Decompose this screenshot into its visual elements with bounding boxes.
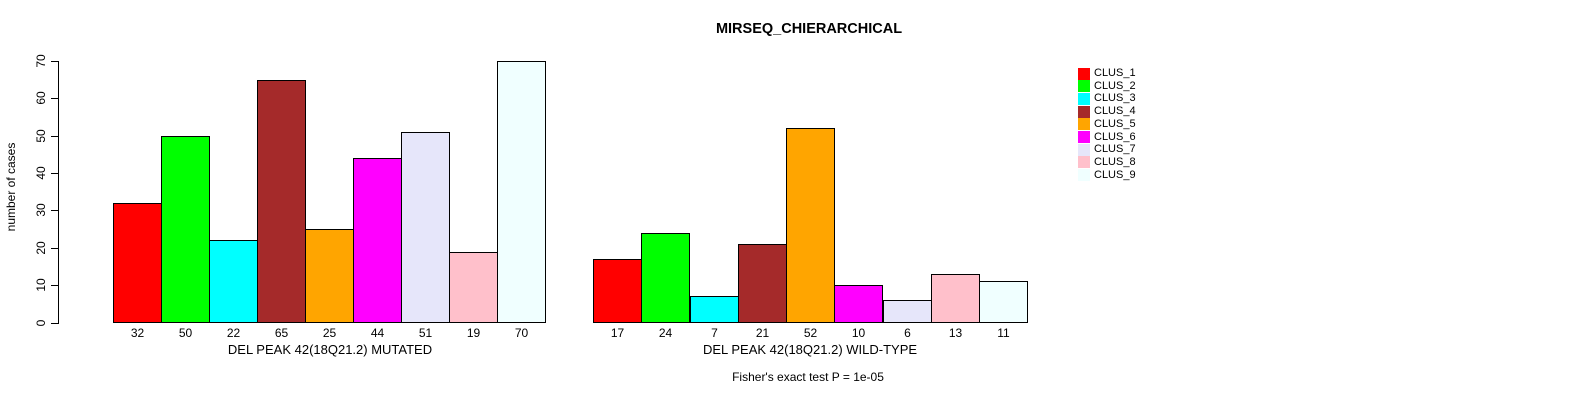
legend-item-clus_9: CLUS_9 [1078,169,1136,182]
y-axis-tick [51,323,58,324]
legend-item-clus_3: CLUS_3 [1078,92,1136,105]
legend-item-clus_7: CLUS_7 [1078,143,1136,156]
y-axis-tick [51,285,58,286]
xlabel-mutated: DEL PEAK 42(18Q21.2) MUTATED [227,342,433,357]
legend-label: CLUS_3 [1094,92,1136,105]
bar-value-label: 25 [322,326,337,340]
y-axis-tick-label: 70 [34,54,48,68]
legend-label: CLUS_7 [1094,143,1136,156]
bar-right-clus_7 [883,300,932,323]
bar-right-clus_1 [593,259,642,323]
y-axis-tick [51,173,58,174]
legend-swatch-icon [1078,143,1090,156]
bar-right-clus_3 [690,296,739,323]
bar-left-clus_6 [353,158,402,323]
legend-swatch-icon [1078,80,1090,93]
legend-item-clus_8: CLUS_8 [1078,156,1136,169]
y-axis-tick-label: 60 [34,91,48,105]
bar-right-clus_5 [786,128,835,323]
bar-value-label: 50 [178,326,193,340]
bar-left-clus_3 [209,240,258,323]
bar-right-clus_9 [979,281,1028,323]
y-axis-tick [51,248,58,249]
bar-value-label: 21 [755,326,770,340]
bar-value-label: 44 [370,326,385,340]
bar-value-label: 10 [851,326,866,340]
bar-value-label: 7 [711,326,718,340]
bar-value-label: 70 [514,326,529,340]
y-axis-tick-label: 40 [34,166,48,180]
legend-swatch-icon [1078,105,1090,118]
y-axis-tick [51,98,58,99]
bar-value-label: 11 [997,326,1010,340]
bar-right-clus_8 [931,274,980,323]
bar-value-label: 13 [948,326,963,340]
bar-left-clus_4 [257,80,306,323]
xlabel-wild-type: DEL PEAK 42(18Q21.2) WILD-TYPE [702,342,918,357]
legend-swatch-icon [1078,156,1090,169]
legend-label: CLUS_6 [1094,130,1136,143]
y-axis-tick-label: 50 [34,129,48,143]
bar-value-label: 6 [904,326,911,340]
legend-swatch-icon [1078,169,1090,182]
y-axis-tick [51,210,58,211]
bar-value-label: 52 [803,326,818,340]
bar-value-label: 24 [658,326,673,340]
y-axis-tick-label: 10 [34,278,48,292]
legend-label: CLUS_9 [1094,168,1136,181]
y-axis-tick [51,136,58,137]
legend-swatch-icon [1078,67,1090,80]
y-axis-tick [51,61,58,62]
legend-label: CLUS_1 [1094,67,1136,79]
bar-left-clus_2 [161,136,210,323]
y-axis-label: number of cases [4,142,18,232]
bar-value-label: 65 [274,326,289,340]
bar-value-label: 51 [418,326,433,340]
legend-item-clus_5: CLUS_5 [1078,118,1136,131]
legend-swatch-icon [1078,131,1090,143]
y-axis-tick-label: 20 [34,241,48,255]
bar-value-label: 22 [226,326,241,340]
legend-item-clus_4: CLUS_4 [1078,105,1136,118]
legend-swatch-icon [1078,118,1090,131]
bar-right-clus_6 [834,285,883,323]
bar-left-clus_8 [449,252,498,323]
bar-value-label: 19 [466,326,481,340]
fisher-test-note: Fisher's exact test P = 1e-05 [732,370,884,384]
bar-right-clus_2 [641,233,690,323]
bar-left-clus_5 [305,229,354,323]
bar-value-label: 32 [130,326,145,340]
legend-label: CLUS_4 [1094,105,1136,118]
legend-item-clus_2: CLUS_2 [1078,80,1136,93]
bar-value-label: 17 [610,326,625,340]
bar-right-clus_4 [738,244,787,323]
y-axis-tick-label: 0 [34,319,48,327]
legend-item-clus_6: CLUS_6 [1078,131,1136,144]
y-axis-tick-label: 30 [34,203,48,217]
legend-label: CLUS_8 [1094,155,1136,168]
legend-label: CLUS_5 [1094,117,1136,130]
chart-title: MIRSEQ_CHIERARCHICAL [715,21,903,37]
y-axis-line [58,61,59,324]
legend-swatch-icon [1078,92,1090,105]
bar-left-clus_1 [113,203,162,323]
legend-label: CLUS_2 [1094,79,1136,92]
bar-left-clus_7 [401,132,450,323]
legend-item-clus_1: CLUS_1 [1078,67,1136,80]
bar-left-clus_9 [497,61,546,323]
